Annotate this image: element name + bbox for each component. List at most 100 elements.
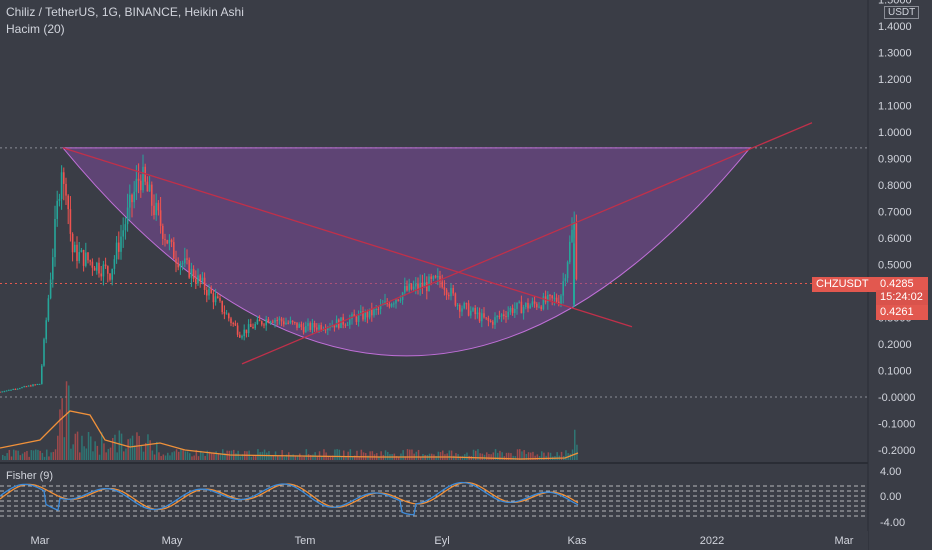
volume-bar xyxy=(560,451,563,460)
volume-bar xyxy=(481,453,484,460)
price-tick-label: 0.9000 xyxy=(878,154,912,166)
volume-bar xyxy=(398,456,400,460)
volume-bar xyxy=(24,452,26,460)
volume-bar xyxy=(107,448,110,460)
candle-body xyxy=(518,301,520,303)
volume-bar xyxy=(92,451,94,460)
volume-bar xyxy=(173,451,176,460)
candle-body xyxy=(437,276,439,278)
volume-bar xyxy=(387,451,389,460)
candle-body xyxy=(346,324,349,326)
candle-body xyxy=(230,318,232,324)
time-tick-label: Mar xyxy=(31,535,50,547)
volume-bar xyxy=(127,439,129,460)
candle-body xyxy=(232,323,234,325)
volume-bar xyxy=(343,450,345,460)
volume-bar xyxy=(450,450,453,460)
volume-bar xyxy=(523,450,525,460)
candle-body xyxy=(278,318,281,321)
volume-bar xyxy=(486,452,488,460)
volume-bar xyxy=(19,455,22,460)
candle-body xyxy=(49,279,52,299)
candle-body xyxy=(329,326,331,328)
candle-body xyxy=(487,317,490,322)
candle-body xyxy=(375,308,377,310)
volume-bar xyxy=(160,456,162,460)
candle-body xyxy=(417,283,419,290)
volume-bar xyxy=(61,398,63,460)
volume-bar xyxy=(270,455,272,460)
candle-body xyxy=(305,326,307,333)
price-tick-label: -0.2000 xyxy=(878,445,915,457)
volume-bar xyxy=(118,430,121,460)
volume-bar xyxy=(162,454,165,460)
candle-body xyxy=(540,306,542,310)
candle-body xyxy=(153,205,155,216)
volume-bar xyxy=(26,450,28,460)
volume-bar xyxy=(525,453,528,460)
volume-bar xyxy=(96,445,99,460)
volume-bar xyxy=(356,450,358,460)
candle-body xyxy=(65,183,67,196)
volume-bar xyxy=(277,456,279,460)
volume-bar xyxy=(208,451,211,460)
candle-body xyxy=(135,178,138,192)
volume-bar xyxy=(439,452,442,460)
volume-legend: Hacim (20) xyxy=(6,22,65,36)
volume-bar xyxy=(360,449,363,460)
candle-body xyxy=(294,322,296,324)
volume-bar xyxy=(292,454,294,460)
volume-bar xyxy=(266,452,268,460)
candle-body xyxy=(89,260,91,262)
volume-bar xyxy=(354,455,356,460)
volume-bar xyxy=(217,453,220,460)
candle-body xyxy=(23,386,25,388)
volume-bar xyxy=(70,448,72,460)
currency-unit-button[interactable]: USDT xyxy=(884,6,920,19)
volume-bar xyxy=(290,454,292,460)
candle-body xyxy=(379,305,382,310)
candle-body xyxy=(140,180,142,191)
candle-body xyxy=(148,184,151,192)
candle-body xyxy=(162,225,164,239)
candle-body xyxy=(300,324,303,328)
candle-body xyxy=(456,304,459,306)
candle-body xyxy=(250,324,252,327)
volume-bar xyxy=(556,452,558,460)
candle-body xyxy=(520,301,523,314)
volume-bar xyxy=(72,444,74,460)
price-tick-label: 0.2000 xyxy=(878,339,912,351)
volume-bar xyxy=(101,432,103,460)
volume-bar xyxy=(39,450,41,460)
volume-bar xyxy=(534,455,536,460)
candle-body xyxy=(364,311,366,320)
candle-body xyxy=(254,324,256,329)
volume-bar xyxy=(169,455,171,460)
candle-body xyxy=(450,288,452,297)
volume-bar xyxy=(156,441,158,460)
volume-bar xyxy=(576,444,578,460)
candle-body xyxy=(214,296,217,303)
candle-body xyxy=(175,258,177,264)
volume-bar xyxy=(8,449,11,460)
candle-body xyxy=(197,275,199,284)
candle-body xyxy=(10,389,12,391)
candle-body xyxy=(188,259,190,278)
volume-bar xyxy=(519,449,521,460)
candle-body xyxy=(47,298,50,321)
candle-body xyxy=(353,314,355,317)
candle-body xyxy=(467,303,470,316)
candle-body xyxy=(522,307,525,314)
volume-bar xyxy=(411,449,413,460)
volume-bar xyxy=(158,452,160,460)
candle-body xyxy=(516,302,518,309)
volume-bar xyxy=(549,452,552,460)
candle-body xyxy=(104,264,107,267)
candle-body xyxy=(419,282,421,290)
candle-body xyxy=(390,303,393,307)
candle-body xyxy=(30,385,32,387)
volume-bar xyxy=(543,452,545,460)
volume-bar xyxy=(52,451,55,460)
candle-body xyxy=(223,312,226,314)
